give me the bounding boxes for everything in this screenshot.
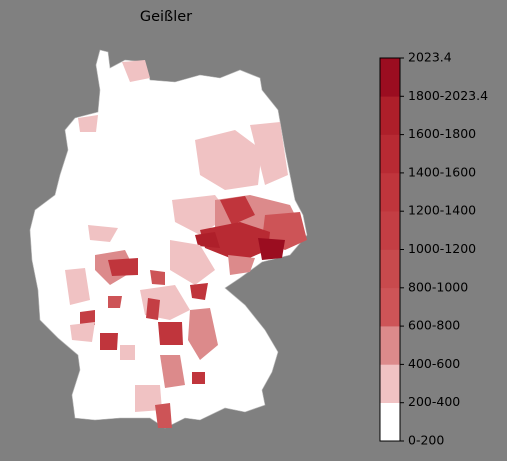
colorbar-label: 400-600: [408, 356, 460, 371]
district: [220, 196, 255, 225]
district: [160, 355, 185, 388]
colorbar-label: 1000-1200: [408, 241, 476, 256]
district: [122, 60, 150, 82]
district: [200, 222, 270, 262]
colorbar-segment: [380, 287, 400, 327]
colorbar-segment: [380, 134, 400, 174]
district: [100, 333, 118, 350]
district: [108, 296, 122, 308]
colorbar-segment: [380, 172, 400, 212]
colorbar-label: 1800-2023.4: [408, 88, 488, 103]
colorbar-label: 1400-1600: [408, 164, 476, 179]
district: [155, 403, 172, 428]
district: [150, 270, 165, 285]
district: [78, 115, 98, 132]
district: [88, 225, 118, 242]
district: [188, 308, 218, 360]
colorbar-segment: [380, 402, 400, 442]
district: [195, 232, 220, 248]
colorbar-segment: [380, 326, 400, 365]
district: [258, 238, 285, 260]
district: [146, 298, 160, 320]
colorbar-label: 1600-1800: [408, 126, 476, 141]
district: [250, 122, 288, 185]
district: [108, 258, 138, 276]
district: [170, 240, 215, 285]
district: [80, 310, 95, 325]
colorbar-label: 2023.4: [408, 50, 452, 65]
colorbar-segment: [380, 249, 400, 289]
colorbar-segment: [380, 211, 400, 250]
colorbar-segment: [380, 96, 400, 135]
district: [195, 130, 262, 190]
district: [192, 372, 205, 384]
colorbar-segment: [380, 364, 400, 403]
colorbar: 0-200 200-400 400-600 600-800 800-1000 1000-1…: [379, 50, 488, 448]
germany-map: [29, 49, 308, 429]
colorbar-label: 0-200: [408, 433, 444, 448]
district: [228, 255, 255, 275]
district: [158, 322, 183, 345]
colorbar-segment: [380, 58, 400, 97]
colorbar-label: 600-800: [408, 318, 460, 333]
district: [65, 268, 90, 305]
map-title: Geißler: [140, 9, 192, 25]
colorbar-label: 1200-1400: [408, 203, 476, 218]
district: [120, 345, 135, 360]
district-patches: [65, 60, 307, 428]
colorbar-label: 800-1000: [408, 279, 468, 294]
district: [190, 283, 208, 300]
colorbar-label: 200-400: [408, 394, 460, 409]
district: [70, 322, 95, 342]
